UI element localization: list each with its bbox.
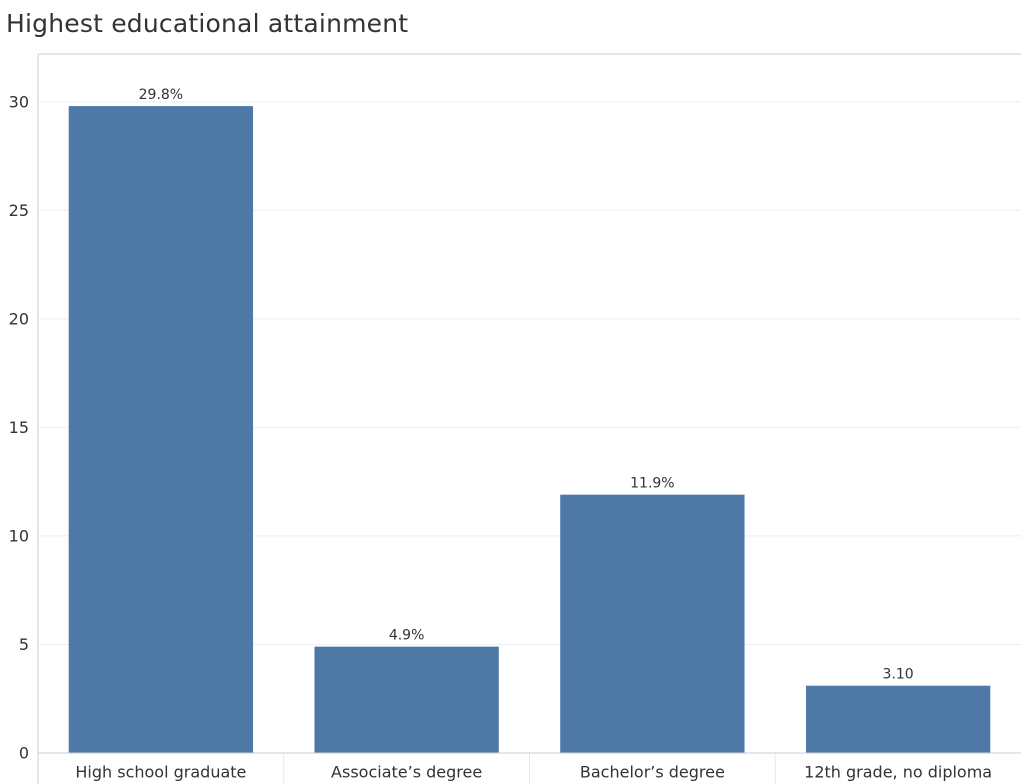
bar-value-label: 3.10 — [883, 667, 914, 683]
chart-title: Highest educational attainment — [6, 9, 409, 38]
category-dividers — [283, 753, 776, 784]
y-axis-ticks: 0 5 10 15 20 25 30 — [9, 92, 29, 762]
bar[interactable] — [805, 685, 991, 753]
bar[interactable] — [314, 646, 499, 753]
x-axis-ticks: High school graduate Associate’s degree Ba… — [75, 763, 992, 782]
y-tick-label: 10 — [9, 526, 29, 545]
x-tick-label: Associate’s degree — [331, 763, 482, 782]
x-tick-label: High school graduate — [75, 763, 246, 782]
bars — [68, 106, 991, 754]
bar-value-label: 11.9% — [630, 476, 674, 492]
y-tick-label: 30 — [9, 92, 29, 111]
bar-value-label: 29.8% — [139, 87, 183, 103]
x-tick-label: Bachelor’s degree — [580, 763, 725, 782]
data-labels: 29.8% 4.9% 11.9% 3.10 — [139, 87, 914, 683]
axes — [37, 53, 1021, 784]
x-tick-label: 12th grade, no diploma — [804, 763, 992, 782]
y-tick-label: 5 — [19, 635, 29, 654]
y-tick-label: 0 — [19, 744, 29, 763]
y-tick-label: 25 — [9, 201, 29, 220]
y-tick-label: 20 — [9, 309, 29, 328]
bar[interactable] — [68, 106, 254, 754]
y-tick-label: 15 — [9, 418, 29, 437]
bar[interactable] — [560, 494, 745, 753]
bar-value-label: 4.9% — [389, 628, 425, 644]
